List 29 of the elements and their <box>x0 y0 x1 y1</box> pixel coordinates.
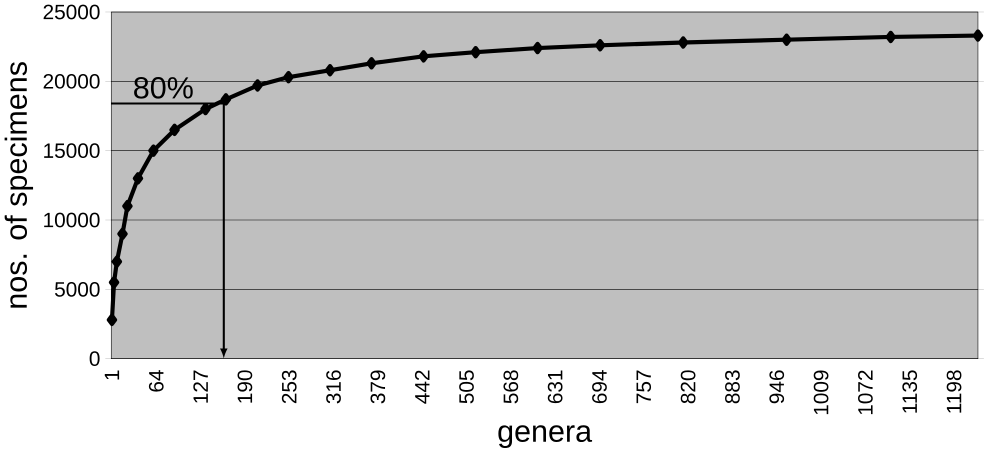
x-tick-label: 946 <box>769 370 784 404</box>
y-tick-label: 15000 <box>44 143 100 158</box>
x-tick-label: 253 <box>282 370 297 404</box>
x-tick-label: 316 <box>326 370 341 404</box>
x-tick-label: 1072 <box>858 370 873 414</box>
x-tick-label: 568 <box>503 370 518 404</box>
x-tick-label: 379 <box>370 370 386 404</box>
x-tick-label: 442 <box>414 370 430 404</box>
y-tick-label: 20000 <box>44 74 100 89</box>
x-axis-title: genera <box>498 425 592 448</box>
x-tick-label: 820 <box>680 370 696 404</box>
y-axis-title: nos. of specimens <box>4 62 34 308</box>
x-tick-label: 64 <box>148 370 164 392</box>
x-tick-label: 883 <box>725 370 740 404</box>
x-tick-label: 190 <box>238 370 252 403</box>
x-tick-label: 757 <box>636 370 652 404</box>
y-tick-label: 25000 <box>44 4 100 20</box>
x-tick-label: 694 <box>592 370 607 404</box>
annotation: 80% <box>134 77 193 99</box>
x-tick-label: 1135 <box>902 370 918 413</box>
x-tick-label: 1198 <box>946 370 962 413</box>
x-tick-label: 631 <box>548 370 563 404</box>
x-tick-label: 505 <box>459 370 474 404</box>
y-tick-label: 5000 <box>54 282 100 297</box>
x-tick-label: 1009 <box>814 370 828 414</box>
y-tick-label: 10000 <box>44 212 100 228</box>
x-tick-label: 127 <box>193 370 208 403</box>
x-tick-label: 1 <box>104 370 120 380</box>
y-tick-label: 0 <box>90 351 100 366</box>
